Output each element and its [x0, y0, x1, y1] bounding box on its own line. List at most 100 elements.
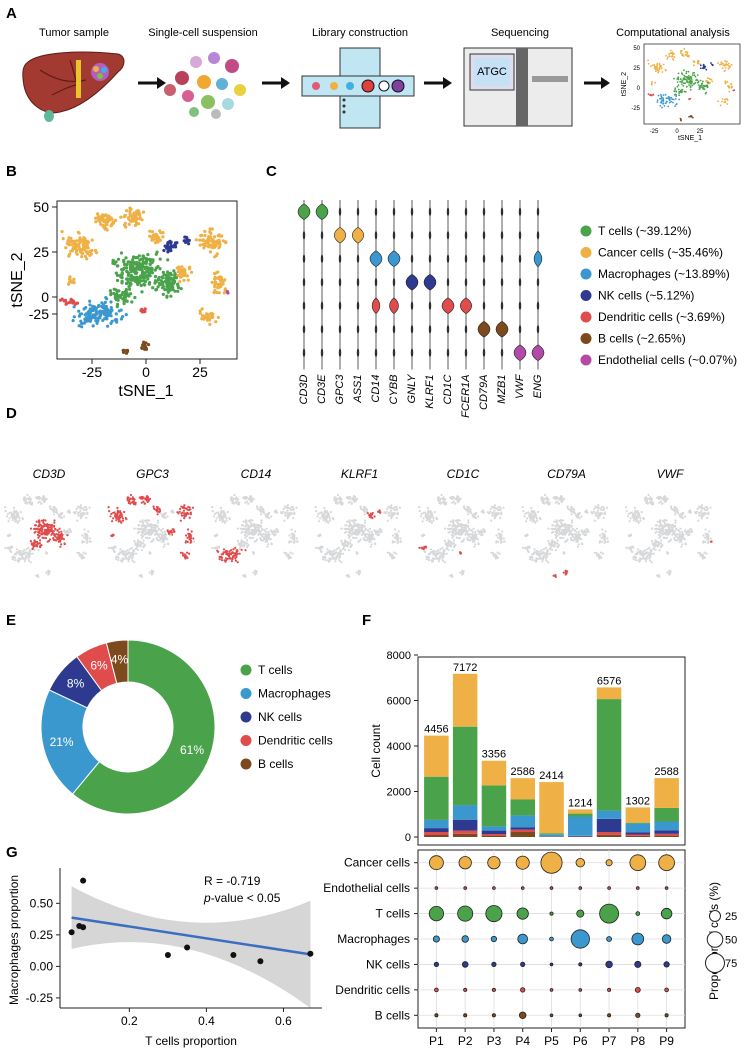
tsne-point [52, 537, 55, 540]
tsne-point [678, 94, 680, 97]
tsne-point [693, 74, 696, 77]
tsne-point [719, 63, 721, 66]
legend-label-0: T cells (~39.12%) [598, 224, 692, 238]
tsne-point [132, 552, 136, 556]
tsne-point [587, 530, 590, 533]
tsne-point [438, 556, 441, 559]
tsne-point [151, 530, 154, 533]
tsne-point [100, 301, 104, 305]
tsne-point [86, 511, 89, 514]
tsne-point [135, 552, 138, 555]
tsne-point [552, 527, 555, 531]
tsne-point [106, 220, 110, 224]
tsne-point [202, 246, 206, 250]
tsne-point [539, 518, 542, 521]
tsne-point [489, 510, 492, 513]
tsne-point [79, 509, 82, 512]
tsne-point [21, 552, 24, 555]
tsne-point [567, 529, 571, 532]
tsne-point [466, 510, 469, 513]
tsne-point [460, 523, 463, 527]
tsne-point [321, 513, 324, 516]
tsne-point [216, 276, 220, 280]
tsne-point [661, 106, 663, 109]
tsne-point [708, 530, 711, 533]
tsne-point [79, 505, 82, 508]
tsne-point [157, 281, 161, 285]
violin-FCER1A [464, 230, 468, 240]
tsne-point [728, 85, 731, 88]
tsne-point [249, 532, 252, 535]
tsne-point [354, 524, 357, 527]
tsne-point [362, 537, 365, 540]
tsne-point [460, 526, 464, 529]
tsne-point [220, 559, 223, 562]
tsne-point [644, 496, 648, 499]
tsne-point [85, 257, 89, 261]
tsne-point [141, 521, 144, 524]
tsne-point [289, 507, 292, 510]
tsne-point [38, 523, 42, 526]
tsne-point [457, 500, 460, 504]
tsne-point [564, 528, 567, 531]
tsne-point [44, 519, 47, 522]
tsne-point [218, 516, 221, 519]
tsne-point [350, 502, 353, 505]
tsne-point [254, 571, 257, 574]
tsne-point [545, 555, 549, 559]
tsne-point [99, 222, 103, 226]
violin-GNLY [410, 254, 414, 264]
tsne-point [198, 309, 202, 313]
tsne-point [107, 312, 111, 316]
tsne-point [135, 255, 139, 260]
tsne-point [706, 538, 709, 541]
tsne-point [42, 495, 45, 498]
tsne-point [332, 552, 335, 555]
tsne-point [238, 552, 241, 555]
tsne-point [659, 101, 662, 104]
tsne-point [358, 530, 361, 533]
tsne-point [698, 88, 701, 91]
tsne-point [28, 497, 31, 500]
tsne-point [526, 546, 530, 549]
tsne-point [256, 507, 259, 510]
legend-dot-0 [580, 225, 592, 237]
tsne-point [429, 513, 432, 516]
tsne-point [568, 523, 571, 527]
tsne-point [650, 83, 653, 86]
tsne-point [219, 506, 222, 509]
tsne-point [151, 539, 154, 543]
tsne-point [240, 548, 243, 551]
tsne-point [461, 571, 464, 574]
tsne-point [669, 505, 673, 508]
tsne-point [154, 288, 158, 292]
tsne-point [560, 532, 563, 535]
tsne-point [40, 526, 43, 529]
tsne-point [83, 505, 86, 509]
tsne-point [686, 81, 689, 84]
tsne-point [554, 501, 557, 504]
tsne-point [173, 530, 176, 533]
tsne-point [133, 262, 137, 266]
tsne-point [672, 101, 674, 104]
tsne-point [703, 511, 706, 514]
tsne-point [561, 498, 565, 501]
tsne-point [442, 555, 445, 559]
tsne-point [548, 543, 551, 546]
tsne-point [224, 515, 227, 518]
violin-CYBB [387, 250, 401, 268]
tsne-point [128, 498, 131, 501]
tsne-point [418, 506, 421, 509]
tsne-point [497, 540, 500, 544]
tsne-point [38, 496, 42, 499]
tsne-point [649, 500, 652, 503]
tsne-point [629, 517, 632, 520]
tsne-point [553, 520, 556, 523]
tsne-point [7, 546, 10, 549]
tsne-point [474, 543, 477, 546]
tsne-point [699, 67, 702, 70]
tsne-point [170, 284, 174, 288]
tsne-point [343, 542, 346, 546]
tsne-point [168, 277, 172, 281]
tsne-point [551, 540, 555, 544]
